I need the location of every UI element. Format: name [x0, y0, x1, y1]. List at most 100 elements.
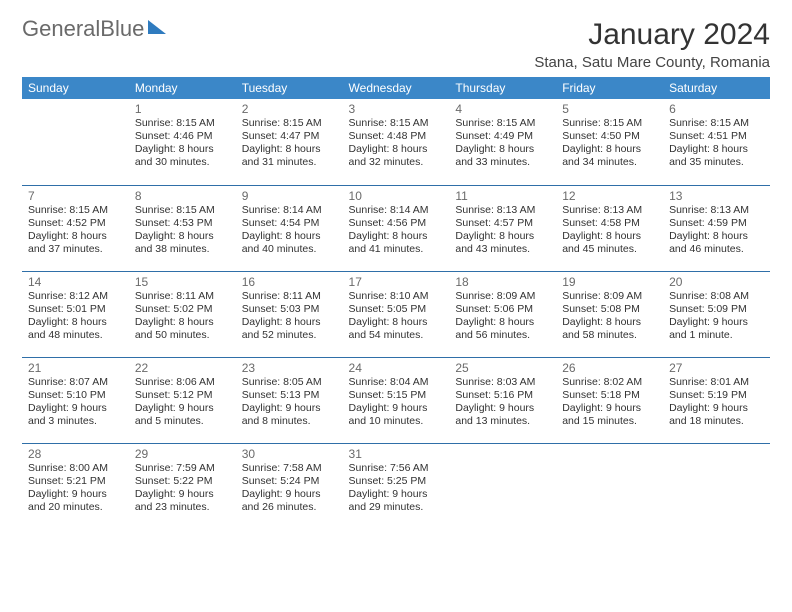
calendar-day-cell: 25Sunrise: 8:03 AMSunset: 5:16 PMDayligh…	[449, 357, 556, 443]
calendar-day-cell: 10Sunrise: 8:14 AMSunset: 4:56 PMDayligh…	[343, 185, 450, 271]
day-number: 9	[242, 189, 337, 203]
calendar-day-cell	[449, 443, 556, 529]
calendar-day-cell: 15Sunrise: 8:11 AMSunset: 5:02 PMDayligh…	[129, 271, 236, 357]
sunset-line: Sunset: 5:21 PM	[28, 475, 123, 488]
calendar-day-cell: 31Sunrise: 7:56 AMSunset: 5:25 PMDayligh…	[343, 443, 450, 529]
day-number: 25	[455, 361, 550, 375]
daylight-line: Daylight: 8 hours and 35 minutes.	[669, 143, 764, 169]
calendar-week-row: 14Sunrise: 8:12 AMSunset: 5:01 PMDayligh…	[22, 271, 770, 357]
daylight-line: Daylight: 8 hours and 54 minutes.	[349, 316, 444, 342]
calendar-day-cell: 12Sunrise: 8:13 AMSunset: 4:58 PMDayligh…	[556, 185, 663, 271]
day-number: 21	[28, 361, 123, 375]
day-number: 17	[349, 275, 444, 289]
sunset-line: Sunset: 4:52 PM	[28, 217, 123, 230]
day-number: 16	[242, 275, 337, 289]
calendar-week-row: 7Sunrise: 8:15 AMSunset: 4:52 PMDaylight…	[22, 185, 770, 271]
calendar-day-cell: 18Sunrise: 8:09 AMSunset: 5:06 PMDayligh…	[449, 271, 556, 357]
calendar-day-cell: 26Sunrise: 8:02 AMSunset: 5:18 PMDayligh…	[556, 357, 663, 443]
sunrise-line: Sunrise: 7:58 AM	[242, 462, 337, 475]
daylight-line: Daylight: 9 hours and 1 minute.	[669, 316, 764, 342]
daylight-line: Daylight: 8 hours and 38 minutes.	[135, 230, 230, 256]
sunset-line: Sunset: 5:24 PM	[242, 475, 337, 488]
sunrise-line: Sunrise: 8:09 AM	[455, 290, 550, 303]
weekday-header: Thursday	[449, 77, 556, 99]
calendar-day-cell	[663, 443, 770, 529]
sunset-line: Sunset: 5:08 PM	[562, 303, 657, 316]
daylight-line: Daylight: 8 hours and 46 minutes.	[669, 230, 764, 256]
daylight-line: Daylight: 8 hours and 30 minutes.	[135, 143, 230, 169]
sunrise-line: Sunrise: 8:13 AM	[669, 204, 764, 217]
calendar-day-cell: 28Sunrise: 8:00 AMSunset: 5:21 PMDayligh…	[22, 443, 129, 529]
sunset-line: Sunset: 4:58 PM	[562, 217, 657, 230]
calendar-day-cell	[22, 99, 129, 185]
day-number: 19	[562, 275, 657, 289]
calendar-week-row: 21Sunrise: 8:07 AMSunset: 5:10 PMDayligh…	[22, 357, 770, 443]
sunset-line: Sunset: 5:15 PM	[349, 389, 444, 402]
day-number: 20	[669, 275, 764, 289]
title-block: January 2024 Stana, Satu Mare County, Ro…	[534, 18, 770, 71]
month-title: January 2024	[534, 18, 770, 52]
daylight-line: Daylight: 8 hours and 52 minutes.	[242, 316, 337, 342]
daylight-line: Daylight: 9 hours and 10 minutes.	[349, 402, 444, 428]
day-number: 30	[242, 447, 337, 461]
day-number: 13	[669, 189, 764, 203]
sunrise-line: Sunrise: 7:56 AM	[349, 462, 444, 475]
calendar-day-cell: 2Sunrise: 8:15 AMSunset: 4:47 PMDaylight…	[236, 99, 343, 185]
sunrise-line: Sunrise: 8:15 AM	[135, 117, 230, 130]
sunset-line: Sunset: 5:01 PM	[28, 303, 123, 316]
weekday-header: Saturday	[663, 77, 770, 99]
sunset-line: Sunset: 5:13 PM	[242, 389, 337, 402]
day-number: 31	[349, 447, 444, 461]
daylight-line: Daylight: 8 hours and 56 minutes.	[455, 316, 550, 342]
sunset-line: Sunset: 4:51 PM	[669, 130, 764, 143]
calendar-day-cell	[556, 443, 663, 529]
sunrise-line: Sunrise: 8:00 AM	[28, 462, 123, 475]
sunrise-line: Sunrise: 8:11 AM	[242, 290, 337, 303]
calendar-day-cell: 14Sunrise: 8:12 AMSunset: 5:01 PMDayligh…	[22, 271, 129, 357]
sunset-line: Sunset: 4:54 PM	[242, 217, 337, 230]
day-number: 24	[349, 361, 444, 375]
logo-text-blue: Blue	[100, 16, 144, 41]
sunrise-line: Sunrise: 8:15 AM	[28, 204, 123, 217]
sunrise-line: Sunrise: 8:03 AM	[455, 376, 550, 389]
day-number: 12	[562, 189, 657, 203]
daylight-line: Daylight: 9 hours and 15 minutes.	[562, 402, 657, 428]
daylight-line: Daylight: 8 hours and 34 minutes.	[562, 143, 657, 169]
sunrise-line: Sunrise: 8:05 AM	[242, 376, 337, 389]
sunset-line: Sunset: 5:18 PM	[562, 389, 657, 402]
day-number: 2	[242, 102, 337, 116]
calendar-day-cell: 21Sunrise: 8:07 AMSunset: 5:10 PMDayligh…	[22, 357, 129, 443]
daylight-line: Daylight: 8 hours and 50 minutes.	[135, 316, 230, 342]
calendar-day-cell: 16Sunrise: 8:11 AMSunset: 5:03 PMDayligh…	[236, 271, 343, 357]
calendar-body: 1Sunrise: 8:15 AMSunset: 4:46 PMDaylight…	[22, 99, 770, 529]
daylight-line: Daylight: 8 hours and 58 minutes.	[562, 316, 657, 342]
calendar-day-cell: 20Sunrise: 8:08 AMSunset: 5:09 PMDayligh…	[663, 271, 770, 357]
sunset-line: Sunset: 5:10 PM	[28, 389, 123, 402]
calendar-day-cell: 23Sunrise: 8:05 AMSunset: 5:13 PMDayligh…	[236, 357, 343, 443]
day-number: 26	[562, 361, 657, 375]
calendar-day-cell: 5Sunrise: 8:15 AMSunset: 4:50 PMDaylight…	[556, 99, 663, 185]
sunset-line: Sunset: 5:02 PM	[135, 303, 230, 316]
sunset-line: Sunset: 5:22 PM	[135, 475, 230, 488]
logo-text-gray: General	[22, 16, 100, 41]
sunrise-line: Sunrise: 8:15 AM	[349, 117, 444, 130]
daylight-line: Daylight: 9 hours and 3 minutes.	[28, 402, 123, 428]
day-number: 3	[349, 102, 444, 116]
day-number: 1	[135, 102, 230, 116]
calendar-day-cell: 30Sunrise: 7:58 AMSunset: 5:24 PMDayligh…	[236, 443, 343, 529]
weekday-header: Wednesday	[343, 77, 450, 99]
sunset-line: Sunset: 4:57 PM	[455, 217, 550, 230]
sunset-line: Sunset: 4:56 PM	[349, 217, 444, 230]
daylight-line: Daylight: 9 hours and 13 minutes.	[455, 402, 550, 428]
daylight-line: Daylight: 8 hours and 43 minutes.	[455, 230, 550, 256]
sunset-line: Sunset: 5:09 PM	[669, 303, 764, 316]
sunrise-line: Sunrise: 8:09 AM	[562, 290, 657, 303]
calendar-day-cell: 6Sunrise: 8:15 AMSunset: 4:51 PMDaylight…	[663, 99, 770, 185]
sunset-line: Sunset: 5:25 PM	[349, 475, 444, 488]
sunrise-line: Sunrise: 8:15 AM	[455, 117, 550, 130]
sunrise-line: Sunrise: 8:07 AM	[28, 376, 123, 389]
sunrise-line: Sunrise: 8:15 AM	[669, 117, 764, 130]
daylight-line: Daylight: 9 hours and 23 minutes.	[135, 488, 230, 514]
sunrise-line: Sunrise: 8:04 AM	[349, 376, 444, 389]
daylight-line: Daylight: 9 hours and 8 minutes.	[242, 402, 337, 428]
